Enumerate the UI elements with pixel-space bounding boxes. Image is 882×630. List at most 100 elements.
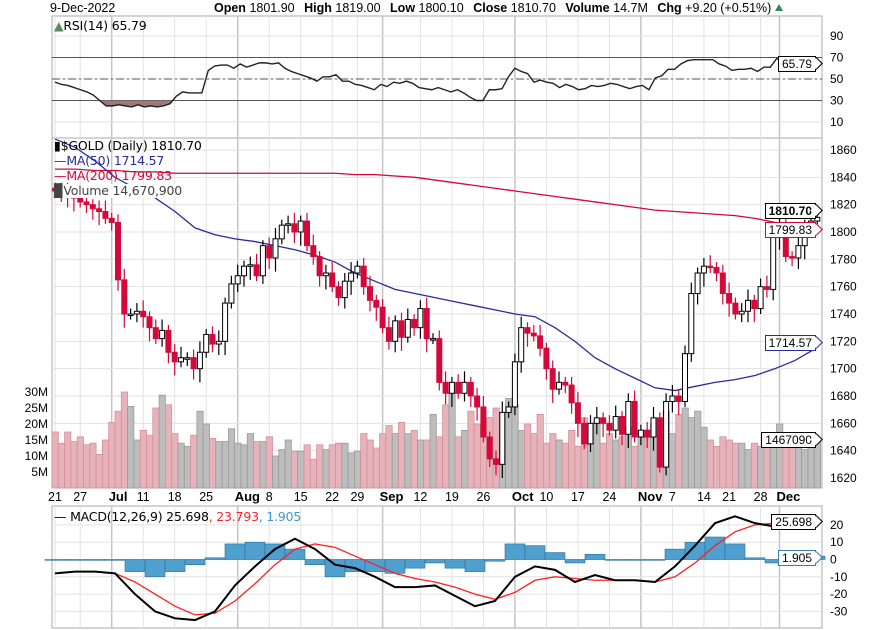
volume-bar — [146, 434, 154, 489]
volume-bar — [744, 449, 752, 489]
rsi-legend: ▲RSI(14) 65.79 — [54, 19, 147, 33]
price-tick-label: 1720 — [830, 334, 857, 348]
macd-histogram-bar — [164, 559, 186, 572]
candle-down — [530, 332, 537, 337]
candle-down — [152, 327, 159, 340]
candle-down — [619, 416, 625, 435]
macd-tick-label: 20 — [830, 518, 844, 532]
candle-up — [322, 272, 329, 277]
candle-down — [209, 334, 216, 345]
candle-up — [795, 245, 802, 259]
quote-header: 9-Dec-2022 Open 1801.90 High 1819.00 Low… — [50, 0, 882, 16]
candle-down — [253, 264, 260, 277]
volume-bar — [606, 433, 614, 489]
volume-bar — [171, 433, 179, 489]
up-arrow-icon — [775, 4, 784, 11]
candle-down — [335, 286, 342, 299]
candle-up — [637, 429, 644, 438]
candle-down — [360, 265, 367, 288]
candle-down — [83, 201, 90, 206]
candle-up — [392, 320, 399, 342]
rsi-legend-text: RSI(14) 65.79 — [63, 18, 147, 33]
candle-down — [266, 245, 273, 259]
candle-down — [537, 335, 544, 349]
volume-bar — [164, 404, 173, 489]
macd-histogram-bar — [84, 559, 106, 561]
candle-down — [600, 417, 607, 424]
macd-hist-legend: , 1.905 — [258, 509, 302, 524]
volume-bar — [461, 429, 469, 489]
volume-bar — [454, 436, 462, 489]
candle-down — [190, 357, 197, 370]
candle-up — [505, 406, 512, 413]
macd-histogram-bar — [524, 545, 546, 560]
candle-up — [663, 400, 670, 468]
candle-up — [178, 357, 184, 363]
candle-up — [814, 216, 821, 222]
volume-bar — [410, 429, 418, 489]
close-label: Close — [473, 1, 508, 15]
volume-bar — [259, 441, 267, 489]
x-tick-label: 21 — [722, 490, 736, 504]
x-tick-label: Oct — [512, 489, 534, 504]
price-tick-label: 1780 — [830, 252, 857, 266]
volume-bar — [57, 442, 65, 489]
volume-bar — [813, 440, 821, 489]
candle-down — [675, 395, 682, 402]
candle-down — [121, 279, 128, 315]
macd-histogram-bar — [564, 559, 586, 564]
volume-bar — [732, 442, 740, 489]
candle-up — [234, 275, 241, 285]
x-tick-label: 11 — [137, 490, 150, 504]
volume-bar — [372, 447, 380, 489]
volume-bar — [83, 444, 91, 489]
candle-up — [593, 417, 600, 424]
volume-bar — [322, 449, 330, 489]
macd-histogram-bar — [384, 559, 406, 574]
change-label: Chg — [657, 1, 682, 15]
volume-value-tag: 1467090 — [761, 432, 816, 448]
price-legend-text: $GOLD (Daily) 1810.70 — [60, 138, 202, 153]
volume-bar — [102, 439, 110, 489]
volume-bar — [309, 458, 317, 489]
volume-bar — [51, 431, 59, 489]
candle-up — [354, 265, 361, 274]
candle-down — [455, 381, 462, 394]
candle-down — [606, 422, 613, 431]
macd-value-tag: 25.698 — [771, 514, 816, 530]
volume-bar — [706, 439, 714, 489]
volume-bar — [133, 439, 141, 489]
candle-up — [745, 299, 751, 312]
candle-down — [719, 272, 726, 295]
macd-histogram-bar — [124, 559, 146, 572]
volume-bar — [196, 410, 204, 489]
volume-bar — [694, 410, 702, 489]
volume-tick-label: 20M — [25, 417, 48, 431]
candle-down — [436, 338, 443, 383]
candle-down — [763, 286, 770, 290]
candle-down — [713, 267, 720, 274]
volume-bar — [713, 445, 721, 489]
volume-bar — [240, 444, 248, 489]
ma50-legend-text: MA(50) 1714.57 — [66, 153, 165, 168]
volume-bar — [202, 423, 210, 489]
change-value: +9.20 (+0.51%) — [685, 1, 772, 15]
candle-up — [159, 329, 166, 340]
volume-bar — [517, 429, 525, 489]
volume-bar — [599, 442, 607, 489]
price-tick-label: 1640 — [830, 444, 857, 458]
ma200-legend-text: MA(200) 1799.83 — [66, 168, 172, 183]
volume-bar — [442, 404, 450, 489]
candle-up — [222, 302, 229, 342]
macd-histogram-bar — [744, 557, 766, 560]
candle-down — [329, 272, 336, 288]
candle-icon: ▮ — [54, 138, 61, 153]
x-tick-label: 10 — [539, 490, 553, 504]
volume-bar — [675, 413, 683, 489]
macd-histogram-bar — [64, 559, 86, 561]
macd-histogram-bar — [584, 554, 606, 560]
close-value-tag: 1810.70 — [764, 203, 816, 219]
x-tick-label: 19 — [445, 490, 459, 504]
candle-up — [511, 361, 518, 408]
